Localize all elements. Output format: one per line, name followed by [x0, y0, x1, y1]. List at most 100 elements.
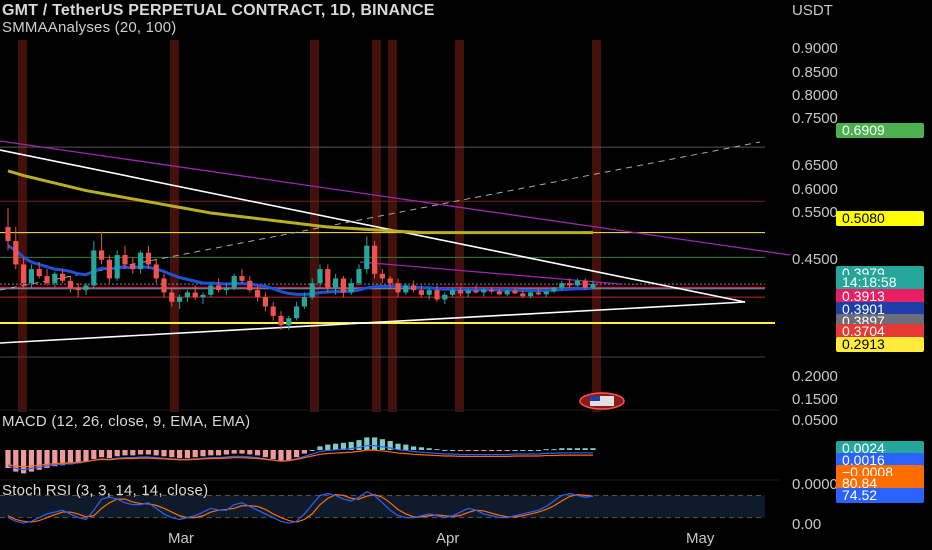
macd-histogram-bar [395, 443, 401, 450]
price-tick-label: 0.7500 [792, 110, 838, 128]
macd-histogram-bar [535, 450, 541, 451]
macd-label[interactable]: MACD (12, 26, close, 9, EMA, EMA) [2, 413, 251, 430]
macd-histogram-bar [286, 450, 292, 460]
time-axis-label: Mar [168, 530, 194, 547]
stoch-band [0, 495, 765, 518]
price-tick-label: 0.9000 [792, 40, 838, 58]
candle-body [403, 285, 409, 293]
macd-histogram-bar [364, 437, 370, 450]
candle-body [161, 278, 167, 293]
macd-histogram-bar [504, 450, 510, 451]
candle-body [317, 269, 323, 284]
macd-histogram-bar [294, 450, 300, 458]
stoch-tag: 80.84 [836, 476, 924, 491]
macd-histogram-bar [426, 448, 432, 450]
candle-body [567, 283, 573, 286]
macd-histogram-bar [559, 448, 565, 450]
macd-histogram-bar [262, 450, 268, 458]
candle-body [504, 290, 510, 295]
candle-body [52, 273, 58, 284]
candle-body [426, 290, 432, 295]
macd-histogram-bar [356, 440, 362, 450]
price-tick-label: 0.1500 [792, 391, 838, 408]
macd-tag: 0.0016 [836, 453, 924, 468]
candle-body [481, 289, 487, 293]
macd-histogram-bar [340, 442, 346, 450]
macd-histogram-bar [75, 450, 81, 464]
candle-body [130, 264, 136, 270]
candle-body [286, 318, 292, 326]
time-axis-label: Apr [436, 530, 460, 547]
candle-body [278, 315, 284, 326]
price-axis-unit: USDT [792, 2, 833, 19]
triangle-upper [0, 149, 746, 303]
macd-histogram-bar [255, 450, 261, 456]
candle-body [122, 255, 128, 265]
candle-body [294, 306, 300, 319]
chart-title[interactable]: GMT / TetherUS PERPETUAL CONTRACT, 1D, B… [2, 2, 435, 19]
session-band [388, 40, 397, 412]
session-band [18, 40, 27, 412]
candle-body [138, 252, 144, 270]
candle-body [379, 273, 385, 279]
candle-body [239, 276, 245, 281]
macd-histogram-bar [278, 450, 284, 461]
macd-histogram-bar [411, 446, 417, 450]
candle-body [13, 241, 19, 265]
candle-body [216, 285, 222, 291]
macd-histogram-bar [83, 450, 89, 462]
macd-histogram-bar [465, 450, 471, 451]
macd-histogram-bar [590, 448, 596, 450]
macd-histogram-bar [348, 441, 354, 450]
candle-body [145, 252, 151, 265]
candle-body [223, 287, 229, 291]
price-tick-label: 0.8500 [792, 63, 838, 81]
session-band [592, 40, 601, 412]
price-tick-label: 0.4500 [792, 250, 838, 268]
candle-body [512, 290, 518, 294]
macd-histogram-bar [161, 450, 167, 457]
macd-histogram-bar [239, 450, 245, 454]
candle-body [520, 293, 526, 297]
macd-histogram-bar [208, 450, 214, 456]
flag-body [590, 396, 614, 406]
macd-histogram-bar [379, 439, 385, 450]
price-tag: 0.5080 [836, 211, 924, 226]
candle-body [496, 291, 502, 295]
macd-histogram-bar [247, 450, 253, 455]
candle-body [582, 280, 588, 288]
macd-histogram-bar [301, 450, 307, 454]
price-tick-label: 0.2000 [792, 367, 838, 385]
macd-histogram-bar [223, 450, 229, 455]
candle-body [255, 290, 261, 298]
macd-histogram-bar [270, 450, 276, 459]
stoch-rsi-label[interactable]: Stoch RSI (3, 3, 14, 14, close) [2, 482, 209, 499]
macd-histogram-bar [325, 444, 331, 450]
price-tag: 0.3704 [836, 324, 924, 339]
macd-histogram-bar [418, 447, 424, 450]
session-band [170, 40, 179, 412]
macd-histogram-bar [91, 450, 97, 459]
macd-histogram-bar [138, 450, 144, 455]
flag-canton [590, 396, 600, 401]
time-axis-label: May [686, 530, 715, 547]
price-tag: 0.2913 [836, 337, 924, 352]
price-tick-label: 0.5500 [792, 203, 838, 221]
macd-histogram-bar [192, 450, 198, 458]
candle-body [551, 287, 557, 292]
indicator-label[interactable]: SMMAAnalyses (20, 100) [2, 19, 177, 36]
candle-body [528, 292, 534, 297]
stoch-tag: 74.52 [836, 488, 924, 503]
candle-body [200, 294, 206, 298]
macd-histogram-bar [169, 450, 175, 458]
candle-body [574, 280, 580, 286]
price-tick-label: 0.6500 [792, 157, 838, 175]
macd-histogram-bar [309, 450, 315, 451]
candle-body [36, 269, 42, 277]
macd-histogram-bar [372, 437, 378, 450]
triangle-lower [0, 301, 746, 344]
candle-body [590, 284, 596, 288]
macd-histogram-bar [130, 450, 136, 456]
candle-body [489, 289, 495, 292]
